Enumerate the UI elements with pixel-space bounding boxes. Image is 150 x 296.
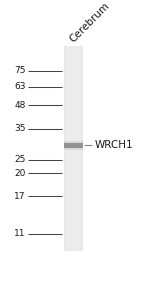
Text: Cerebrum: Cerebrum <box>68 1 111 45</box>
Text: WRCH1: WRCH1 <box>95 140 134 150</box>
Text: 20: 20 <box>14 169 26 178</box>
Text: 48: 48 <box>14 101 26 110</box>
Bar <box>63 46 83 251</box>
Bar <box>63 141 83 143</box>
Text: 35: 35 <box>14 124 26 133</box>
Text: 17: 17 <box>14 192 26 201</box>
Text: 63: 63 <box>14 82 26 91</box>
Bar <box>66 46 81 251</box>
Bar <box>63 143 83 148</box>
Bar <box>63 148 83 150</box>
Text: 75: 75 <box>14 66 26 75</box>
Text: 11: 11 <box>14 229 26 238</box>
Text: 25: 25 <box>14 155 26 164</box>
